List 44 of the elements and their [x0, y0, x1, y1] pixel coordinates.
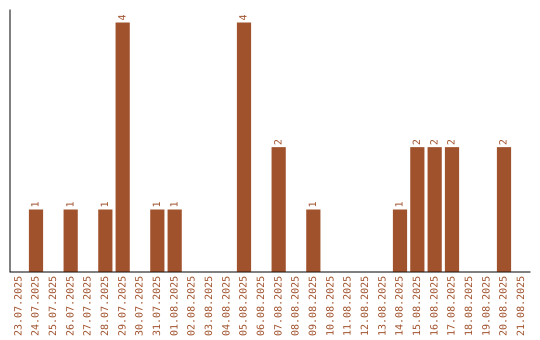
data-label: 1	[30, 201, 42, 208]
data-label: 4	[238, 14, 250, 20]
data-label: 1	[394, 201, 406, 208]
data-label: 2	[429, 139, 440, 146]
data-label: 2	[273, 139, 284, 146]
x-tick-label: 19.08.2025	[481, 276, 492, 336]
x-tick-label: 17.08.2025	[446, 276, 458, 336]
x-tick-label: 14.08.2025	[394, 276, 406, 336]
data-label: 2	[446, 139, 458, 146]
x-tick-label: 31.07.2025	[152, 276, 163, 336]
x-tick-label: 01.08.2025	[169, 276, 180, 336]
x-tick-label: 21.08.2025	[516, 276, 527, 336]
data-label: 1	[169, 201, 180, 208]
x-tick-label: 02.08.2025	[186, 276, 198, 336]
x-tick-label: 11.08.2025	[342, 276, 354, 336]
data-label: 2	[412, 139, 423, 146]
data-label: 1	[100, 201, 111, 208]
x-tick-label: 29.07.2025	[117, 276, 128, 336]
x-tick-label: 18.08.2025	[464, 276, 475, 336]
x-tick-label: 25.07.2025	[48, 276, 59, 336]
x-tick-label: 15.08.2025	[412, 276, 423, 336]
x-tick-label: 23.07.2025	[13, 276, 24, 336]
data-label: 2	[498, 139, 510, 146]
x-tick-label: 16.08.2025	[429, 276, 440, 336]
x-tick-label: 24.07.2025	[30, 276, 42, 336]
x-tick-label: 06.08.2025	[256, 276, 267, 336]
x-tick-label: 26.07.2025	[65, 276, 76, 336]
data-label: 1	[152, 201, 163, 208]
x-tick-label: 12.08.2025	[360, 276, 371, 336]
x-tick-label: 03.08.2025	[204, 276, 215, 336]
data-label: 4	[117, 14, 128, 20]
x-tick-label: 09.08.2025	[308, 276, 319, 336]
x-tick-label: 20.08.2025	[498, 276, 510, 336]
x-tick-label: 30.07.2025	[134, 276, 146, 336]
x-tick-label: 07.08.2025	[273, 276, 284, 336]
x-tick-label: 10.08.2025	[325, 276, 336, 336]
x-tick-label: 08.08.2025	[290, 276, 302, 336]
data-label: 1	[65, 201, 76, 208]
x-tick-label: 13.08.2025	[377, 276, 388, 336]
x-tick-label: 04.08.2025	[221, 276, 232, 336]
x-tick-label: 27.07.2025	[82, 276, 94, 336]
data-label: 1	[308, 201, 319, 208]
x-tick-label: 28.07.2025	[100, 276, 111, 336]
x-tick-label: 05.08.2025	[238, 276, 250, 336]
